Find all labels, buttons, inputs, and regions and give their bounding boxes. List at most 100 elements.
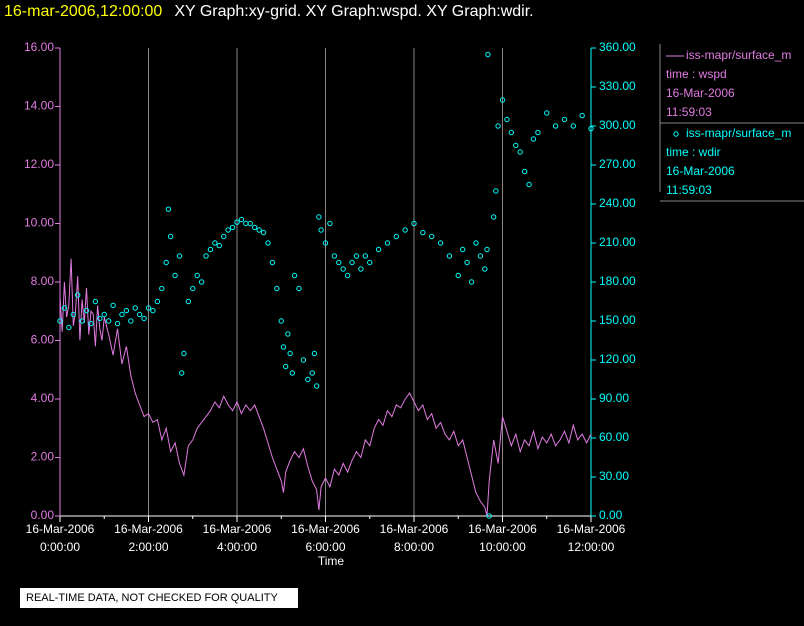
wdir-point <box>393 233 399 240</box>
wdir-point <box>464 259 470 266</box>
wdir-point <box>70 311 76 318</box>
wdir-point <box>289 370 296 376</box>
wdir-point <box>446 253 453 259</box>
x-tick-label-time: 4:00:00 <box>217 540 257 554</box>
wdir-point <box>455 272 461 279</box>
y-tick-label: 2.00 <box>31 450 55 464</box>
wdir-point <box>128 318 134 324</box>
wdir-point <box>344 272 351 279</box>
y2-tick-label: 90.00 <box>599 391 629 405</box>
y-tick-label: 6.00 <box>31 333 55 347</box>
wdir-point <box>579 112 585 119</box>
wdir-point <box>353 253 360 259</box>
wdir-point <box>229 224 236 231</box>
wdir-point <box>305 376 311 383</box>
y2-tick-label: 330.00 <box>599 79 636 93</box>
y2-tick-label: 60.00 <box>599 430 629 444</box>
wdir-point <box>176 253 183 259</box>
wdir-point <box>384 240 391 246</box>
wdir-point <box>260 229 267 236</box>
y2-tick-label: 120.00 <box>599 352 636 366</box>
x-tick-label: 16-Mar-2006 6:00:00 <box>291 522 360 554</box>
y2-tick-label: 300.00 <box>599 118 636 132</box>
y2-tick-label: 210.00 <box>599 235 636 249</box>
wdir-point <box>482 266 488 272</box>
wdir-point <box>291 272 298 279</box>
wdir-point <box>114 320 121 327</box>
wdir-point <box>105 318 112 324</box>
wdir-point <box>285 331 291 337</box>
wdir-point <box>101 311 107 318</box>
y2-tick-label: 270.00 <box>599 157 636 171</box>
wdir-point <box>535 129 541 136</box>
wdir-point <box>154 298 161 305</box>
footer-box <box>20 588 298 608</box>
wdir-point <box>234 219 240 225</box>
wdir-point <box>437 240 444 246</box>
wdir-point <box>530 136 537 142</box>
y-tick-label: 4.00 <box>31 391 55 405</box>
wdir-point <box>278 318 284 324</box>
wdir-point <box>252 224 258 231</box>
wdir-point <box>362 253 369 259</box>
wdir-point <box>150 307 156 314</box>
x-tick-label-date: 16-Mar-2006 <box>557 522 626 536</box>
y2-tick-label: 180.00 <box>599 274 636 288</box>
wdir-point <box>485 51 491 58</box>
wdir-point <box>97 315 103 322</box>
wdir-point <box>92 298 99 305</box>
y-tick-label: 0.00 <box>31 508 55 522</box>
wdir-point <box>588 125 594 132</box>
y2-tick-label: 360.00 <box>599 40 636 54</box>
y-tick-label: 12.00 <box>24 157 54 171</box>
wdir-point <box>280 344 287 350</box>
legend-label: iss-mapr/surface_m <box>686 48 791 62</box>
y2-tick-label: 240.00 <box>599 196 636 210</box>
legend-detail: 11:59:03 <box>666 105 712 119</box>
x-tick-label-time: 2:00:00 <box>128 540 168 554</box>
wdir-point <box>83 307 90 314</box>
wdir-point <box>486 513 492 519</box>
x-tick-label-time: 8:00:00 <box>394 540 434 554</box>
wdir-point <box>190 285 196 292</box>
chart-title: 16-mar-2006,12:00:00 <box>4 3 162 20</box>
wdir-point <box>526 181 532 188</box>
wdir-point <box>203 253 209 259</box>
wspd-line <box>59 258 592 517</box>
chart-subtitle: XY Graph:xy-grid. XY Graph:wspd. XY Grap… <box>174 3 533 20</box>
wdir-point <box>287 350 293 357</box>
wdir-point <box>322 240 329 246</box>
wdir-point <box>477 253 484 259</box>
wdir-point <box>429 233 435 240</box>
x-tick-label: 16-Mar-2006 2:00:00 <box>114 522 183 554</box>
wdir-point <box>172 272 178 279</box>
wdir-point <box>212 240 218 246</box>
x-tick-label-time: 0:00:00 <box>40 540 80 554</box>
wdir-point <box>163 259 169 266</box>
wdir-point <box>327 220 333 227</box>
wdir-point <box>411 220 417 227</box>
x-tick-label-date: 16-Mar-2006 <box>203 522 272 536</box>
x-tick-label: 16-Mar-2006 4:00:00 <box>203 522 272 554</box>
wdir-point <box>349 259 355 266</box>
wdir-point <box>420 229 426 236</box>
wdir-point <box>375 246 382 253</box>
x-tick-label-date: 16-Mar-2006 <box>291 522 360 536</box>
wdir-point <box>247 220 253 227</box>
y-tick-label: 14.00 <box>24 99 54 113</box>
wdir-point <box>313 383 320 389</box>
x-tick-label-time: 12:00:00 <box>568 540 615 554</box>
wdir-point <box>340 266 346 272</box>
wdir-point <box>493 188 499 194</box>
wdir-point <box>521 168 528 175</box>
y2-tick-label: 0.00 <box>599 508 623 522</box>
wdir-point <box>504 116 510 123</box>
wdir-point <box>331 253 338 259</box>
wdir-point <box>495 123 501 129</box>
wdir-point <box>513 142 519 149</box>
x-tick-label-time: 6:00:00 <box>305 540 345 554</box>
wdir-point <box>123 307 130 314</box>
wdir-point <box>499 97 506 103</box>
y-tick-label: 8.00 <box>31 274 55 288</box>
